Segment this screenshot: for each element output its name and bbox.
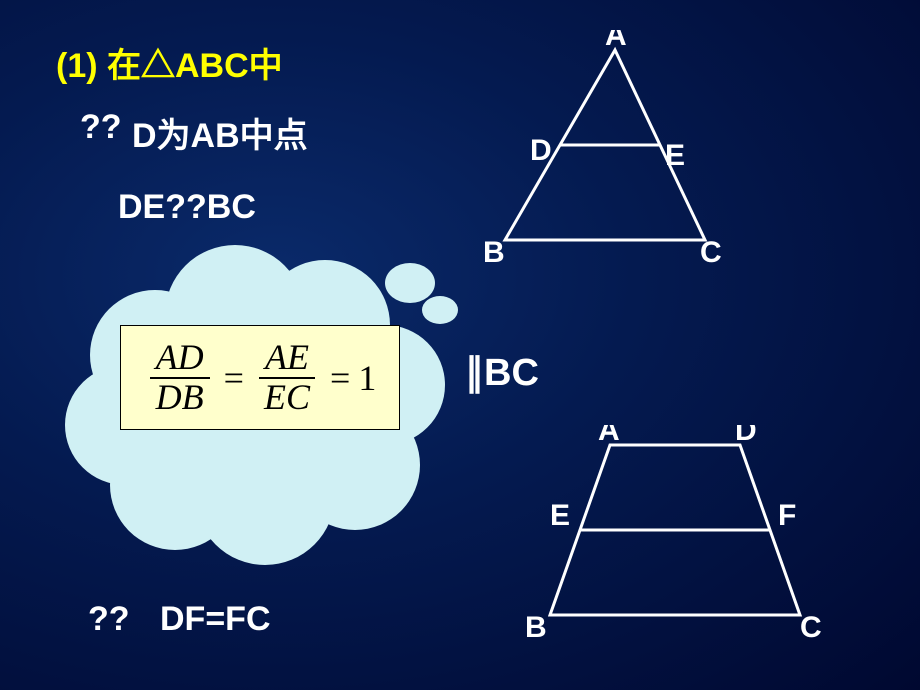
rhs-one: 1 [358,357,376,399]
bubble-trail-1 [422,296,458,324]
label-C-bot: C [800,611,822,644]
statement-df-fc: DF=FC [160,600,271,639]
label-B-bot: B [525,611,547,644]
qmark-prefix-2: ?? [88,600,130,639]
frac1-den: DB [150,379,210,417]
label-D-top: D [530,134,552,167]
bubble-trail-2 [385,263,435,303]
qmark-prefix-1: ?? [80,108,122,147]
formula-box: AD DB = AE EC = 1 [120,325,400,430]
label-E-bot: E [550,499,570,532]
statement-de-bc: DE??BC [118,188,256,227]
label-A-top: A [605,30,627,52]
statement-d-midpoint: D为AB中点 [132,108,308,157]
frac2-num: AE [259,339,315,379]
label-D-bot: D [735,425,757,447]
label-C-top: C [700,236,722,269]
trapezoid-diagram: A D E F B C [520,425,850,655]
triangle-diagram: A D E B C [475,30,775,290]
fraction-ad-db: AD DB [150,339,210,417]
label-E-top: E [665,139,685,172]
equals-1: = [224,357,244,399]
frac2-den: EC [258,379,316,417]
fraction-ae-ec: AE EC [258,339,316,417]
problem-heading: (1) 在△ABC中 [56,38,283,87]
label-A-bot: A [598,425,620,447]
frac1-num: AD [150,339,210,379]
label-F-bot: F [778,499,796,532]
equals-2: = [330,357,350,399]
